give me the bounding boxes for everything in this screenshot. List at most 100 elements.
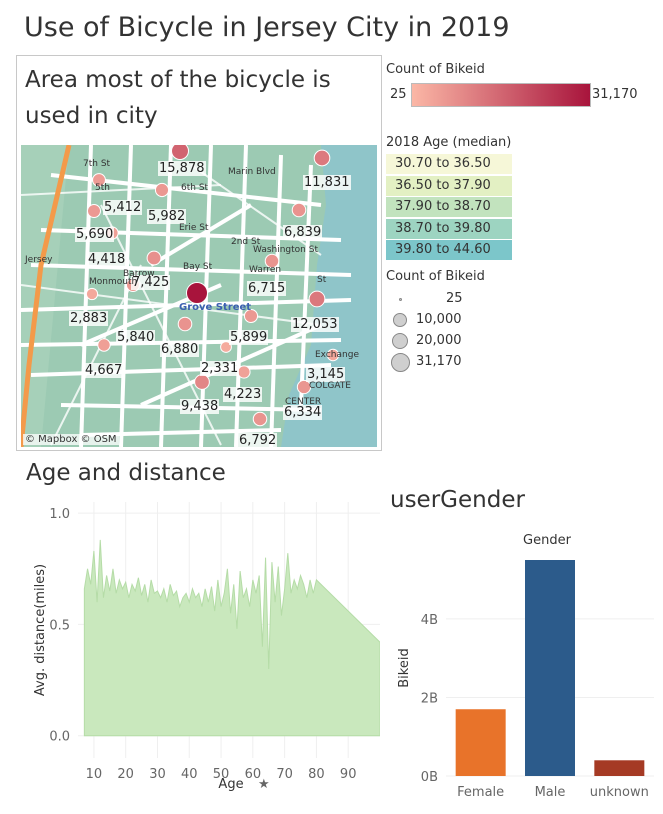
map-point-label: 11,831 [303,175,351,190]
gender-chart[interactable]: Gender 0B 2B 4B Female Male unknown Bikeid [390,524,658,806]
size-legend-circle [391,332,409,350]
age-distance-title: Age and distance [26,460,226,486]
map-point[interactable] [154,182,170,198]
map-point[interactable] [146,250,162,266]
size-legend-label: 10,000 [416,312,462,327]
y-axis-title: Avg. distance(miles) [33,564,48,696]
map-point[interactable] [92,173,106,187]
map-panel: Area most of the bicycle is used in city… [16,55,382,451]
x-tick-label: 50 [213,767,230,782]
map-point-label: 5,982 [147,209,187,224]
map-point-label: 12,053 [291,317,339,332]
map-street-label: St [317,275,327,285]
map-point[interactable] [97,338,111,352]
age-legend-item[interactable]: 38.70 to 39.80 [386,218,626,239]
x-tick-label: Male [535,785,566,800]
y-tick-label: 0.0 [49,730,70,745]
map-street-label: 7th St [83,159,111,169]
map-street-label: Washington St [253,245,318,255]
age-legend-label: 39.80 to 44.60 [395,242,491,257]
map-canvas[interactable]: 15,878 11,831 5,412 5,982 5,690 6,839 4,418 7,4… [21,145,377,447]
x-tick-label: 30 [149,767,166,782]
map-point[interactable] [252,411,268,427]
map-point[interactable] [186,282,208,304]
map-point[interactable] [87,204,101,218]
color-legend-min: 25 [390,87,407,102]
map-point[interactable] [326,348,340,362]
map-point[interactable] [308,290,326,308]
map-point[interactable] [264,253,280,269]
map-point[interactable] [194,374,210,390]
map-street-label: 6th St [181,183,209,193]
age-legend-label: 38.70 to 39.80 [395,220,491,236]
age-legend-label: 37.90 to 38.70 [395,199,491,214]
color-legend-title: Count of Bikeid [386,62,485,77]
map-attribution[interactable]: © Mapbox © OSM [23,434,119,445]
map-point-label: 3,145 [306,367,346,382]
map-point[interactable] [171,145,189,160]
age-legend-swatch [386,218,512,239]
map-point-label: 9,438 [180,399,220,414]
size-legend-title: Count of Bikeid [386,269,485,284]
map-street-label: Monmouth [89,277,138,287]
map-point-label: 5,412 [103,200,143,215]
x-tick-label: Female [457,785,504,800]
map-point-label: 5,840 [116,330,156,345]
map-point-label: 4,418 [87,252,127,267]
map-street-label: CENTER [285,397,322,407]
size-legend-label: 25 [446,291,463,306]
map-point-label: 4,223 [223,387,263,402]
x-tick-label: 40 [181,767,198,782]
map-point-label: 7,425 [131,275,171,290]
bar-unknown[interactable] [594,760,645,776]
map-street-label: Marin Blvd [228,167,276,177]
map-point[interactable] [220,341,232,353]
map-point-label: 6,792 [238,433,278,447]
x-tick-label: unknown [590,785,649,800]
bar-male[interactable] [525,560,575,776]
gender-title: userGender [390,487,525,513]
size-legend-label: 20,000 [416,333,462,348]
size-legend-item: 20,000 [386,331,626,351]
map-street-label: Exchange [315,350,359,360]
gender-subtitle: Gender [523,533,572,548]
age-legend-item[interactable]: 36.50 to 37.90 [386,175,626,196]
x-tick-label: 60 [245,767,262,782]
map-points [85,145,340,427]
size-legend-circle [398,297,402,301]
y-tick-label: 4B [421,613,438,628]
map-point-label: 6,880 [160,342,200,357]
bar-female[interactable] [455,709,506,776]
age-legend-label: 36.50 to 37.90 [395,177,491,193]
map-point-label: 6,715 [247,281,287,296]
map-point[interactable] [177,316,193,332]
x-axis-title: Age [218,777,243,792]
y-axis-title: Bikeid [397,648,412,687]
map-point-label: 15,878 [158,161,206,176]
map-point[interactable] [291,202,307,218]
age-legend-item[interactable]: 39.80 to 44.60 [386,240,626,260]
map-street-label: 5th [95,183,110,193]
age-legend-title: 2018 Age (median) [386,135,512,150]
map-point[interactable] [85,287,99,301]
map-point[interactable] [296,379,312,395]
area-series[interactable] [83,539,380,737]
map-street-label: Erie St [179,223,209,233]
age-legend-label: 30.70 to 36.50 [395,156,491,171]
map-point-label: 4,667 [84,363,124,378]
color-legend-ramp [411,83,591,107]
age-legend-item[interactable]: 30.70 to 36.50 [386,154,626,174]
age-legend-item[interactable]: 37.90 to 38.70 [386,197,626,217]
dashboard-title: Use of Bicycle in Jersey City in 2019 [24,12,510,43]
map-point[interactable] [313,149,331,167]
map-street-label: COLGATE [309,381,351,391]
color-legend-max: 31,170 [592,87,638,102]
size-legend-circle [390,352,410,372]
age-legend-swatch [386,240,512,260]
map-point[interactable] [237,365,251,379]
map-point-label: 6,334 [283,405,323,420]
age-distance-chart[interactable]: 10 20 30 40 50 60 70 80 90 0.0 0.5 1.0 Avg. distance… [18,494,380,802]
pin-icon[interactable]: ★ [258,777,270,792]
map-street-label: Jersey [25,255,53,265]
map-point[interactable] [243,308,259,324]
